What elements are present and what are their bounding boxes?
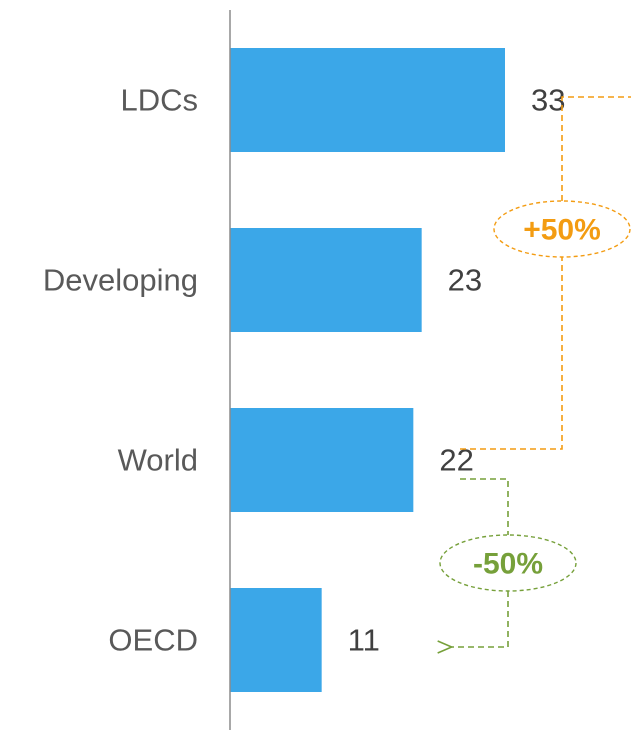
bar-ldcs [230,48,505,152]
annotation-badge-decrease [439,534,577,592]
annotation-label-decrease: -50% [473,548,543,581]
value-label-ldcs: 33 [531,83,565,118]
category-label-oecd: OECD [108,623,198,658]
annotation-badge-increase [493,200,631,258]
bar-developing [230,228,422,332]
category-label-developing: Developing [43,263,198,298]
annotation-label-increase: +50% [523,214,601,247]
annotation-arrow-increase [460,96,631,450]
value-label-oecd: 11 [348,623,380,658]
category-label-world: World [118,443,198,478]
bar-oecd [230,588,322,692]
bar-world [230,408,414,512]
value-label-developing: 23 [448,263,482,298]
value-label-world: 22 [439,443,473,478]
category-label-ldcs: LDCs [120,83,198,118]
